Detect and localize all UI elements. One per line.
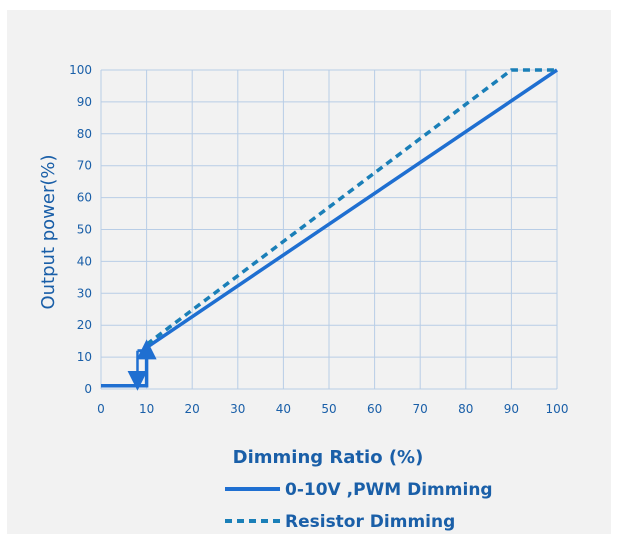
x-tick-label: 80	[458, 402, 473, 416]
y-axis-label: Output power(%)	[38, 154, 59, 309]
chart-panel	[7, 10, 611, 534]
y-tick-label: 50	[77, 223, 92, 237]
y-tick-label: 80	[77, 127, 92, 141]
x-tick-label: 0	[97, 402, 105, 416]
legend-item-1: Resistor Dimming	[225, 512, 455, 532]
y-tick-label: 70	[77, 159, 92, 173]
hysteresis-arrows	[127, 339, 157, 391]
x-tick-label: 70	[413, 402, 428, 416]
y-tick-label: 60	[77, 191, 92, 205]
y-tick-label: 90	[77, 95, 92, 109]
x-axis-label: Dimming Ratio (%)	[233, 447, 424, 468]
x-tick-label: 90	[504, 402, 519, 416]
legend-label-1: Resistor Dimming	[285, 512, 455, 532]
x-tick-label: 20	[185, 402, 200, 416]
legend-label-0: 0-10V ,PWM Dimming	[285, 480, 493, 500]
grid	[100, 69, 558, 390]
legend-item-0: 0-10V ,PWM Dimming	[225, 480, 493, 500]
legend: 0-10V ,PWM Dimming Resistor Dimming	[225, 480, 493, 532]
x-tick-label: 10	[139, 402, 154, 416]
x-tick-label: 50	[321, 402, 336, 416]
x-tick-label: 100	[546, 402, 569, 416]
y-tick-label: 0	[84, 382, 92, 396]
x-tick-label: 40	[276, 402, 291, 416]
y-tick-label: 100	[69, 63, 92, 77]
y-tick-label: 30	[77, 286, 92, 300]
x-tick-label: 60	[367, 402, 382, 416]
y-tick-label: 10	[77, 350, 92, 364]
y-tick-labels: 0 10 20 30 40 50 60 70 80 90 100	[69, 63, 92, 396]
series-line-1	[145, 68, 557, 346]
y-tick-label: 40	[77, 254, 92, 268]
x-tick-labels: 0 10 20 30 40 50 60 70 80 90 100	[97, 402, 568, 416]
x-tick-label: 30	[230, 402, 245, 416]
y-tick-label: 20	[77, 318, 92, 332]
